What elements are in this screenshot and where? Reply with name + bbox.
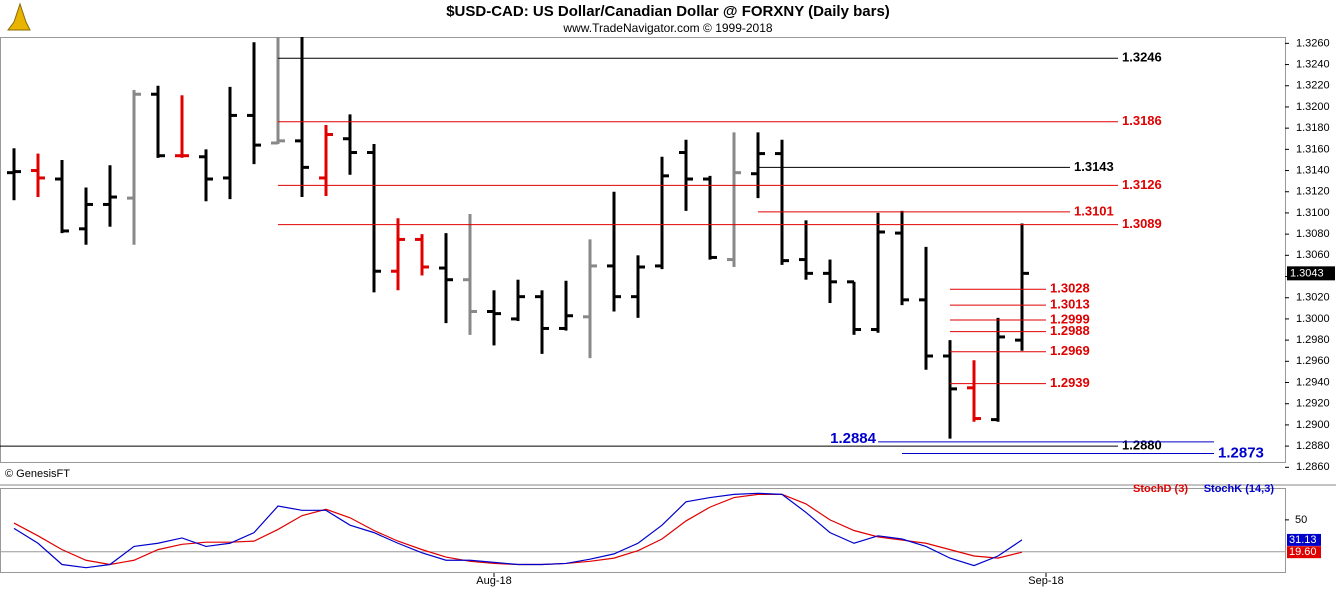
price-pane [0,37,1286,463]
y-tick-label: 1.3060 [1296,249,1330,261]
y-tick-label: 1.2880 [1296,440,1330,452]
y-tick-label: 1.3200 [1296,101,1330,113]
level-label: 1.3186 [1122,113,1162,128]
y-tick-label: 1.3080 [1296,228,1330,240]
legend-entry: StochK (14,3) [1204,483,1275,495]
y-tick-label: 1.2860 [1296,461,1330,473]
y-tick-label: 1.2960 [1296,355,1330,367]
y-tick-label: 1.2900 [1296,419,1330,431]
level-label: 1.3013 [1050,297,1090,312]
stoch-value-box [1287,533,1321,546]
level-label: 1.3089 [1122,216,1162,231]
y-tick-label: 1.3260 [1296,37,1330,49]
x-tick-label: Aug-18 [476,575,511,587]
stoch-value-box [1287,546,1321,559]
stoch-value: 31.13 [1289,534,1317,546]
y-tick-label: 1.3140 [1296,164,1330,176]
level-label: 1.2873 [1218,444,1264,461]
credit: © GenesisFT [5,468,70,480]
y-tick-label: 1.2920 [1296,398,1330,410]
stoch-pane [0,488,1286,573]
y-tick-label: 1.3100 [1296,207,1330,219]
y-tick-label: 1.3220 [1296,80,1330,92]
level-label: 1.2999 [1050,311,1090,326]
y-tick-label: 1.3180 [1296,122,1330,134]
level-label: 1.3028 [1050,281,1090,296]
legend-entry: StochD (3) [1133,483,1188,495]
last-price: 1.3043 [1290,267,1324,279]
level-label: 1.2884 [830,430,877,447]
y-tick-label: 1.3020 [1296,292,1330,304]
stoch-line [13,492,1023,569]
level-label: 1.2988 [1050,323,1090,338]
level-label: 1.2880 [1122,438,1162,453]
level-label: 1.3246 [1122,50,1162,65]
price-plot [7,37,1029,439]
y-tick-label: 1.3160 [1296,143,1330,155]
y-tick-label: 1.2980 [1296,334,1330,346]
y-tick-label: 1.3000 [1296,313,1330,325]
level-label: 1.2939 [1050,375,1090,390]
x-tick-label: Sep-18 [1028,575,1063,587]
logo [7,2,31,31]
level-label: 1.3126 [1122,177,1162,192]
stoch-value: 19.60 [1289,546,1317,558]
chart-title: $USD-CAD: US Dollar/Canadian Dollar @ FO… [446,3,890,20]
last-price-box [1287,266,1335,281]
level-label: 1.3101 [1074,203,1114,218]
y-tick-label: 1.3240 [1296,58,1330,70]
chart-subtitle: www.TradeNavigator.com © 1999-2018 [562,21,772,35]
stoch-tick-label: 50 [1295,514,1307,526]
y-tick-label: 1.3120 [1296,186,1330,198]
level-label: 1.2969 [1050,343,1090,358]
level-label: 1.3143 [1074,159,1114,174]
y-tick-label: 1.2940 [1296,376,1330,388]
